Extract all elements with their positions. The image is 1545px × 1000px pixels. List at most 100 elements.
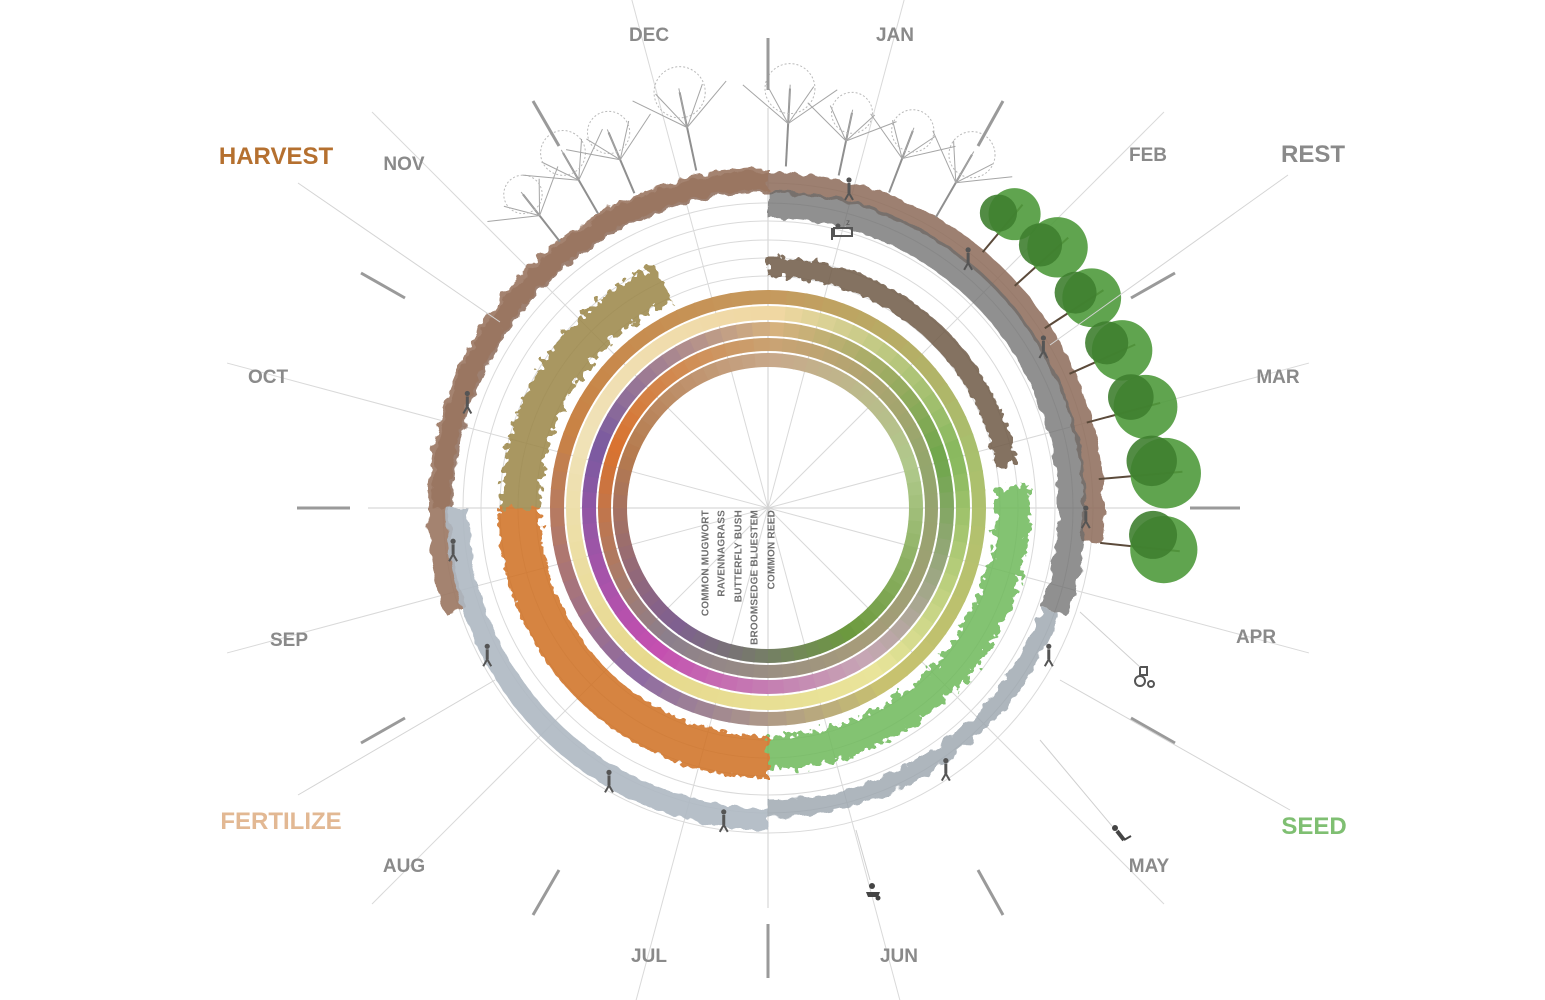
species-ring-segment: [906, 520, 923, 537]
month-label-apr: APR: [1236, 627, 1276, 648]
worker-figure-icon: [448, 538, 458, 562]
species-ring-segment: [550, 505, 565, 527]
species-ring-segment: [935, 382, 958, 408]
species-ring-segment: [807, 655, 827, 673]
month-label-jan: JAN: [876, 25, 914, 46]
species-ring-segment: [717, 673, 739, 692]
species-ring-segment: [919, 535, 936, 554]
guide-line: [767, 507, 901, 1000]
species-ring-segment: [816, 312, 840, 333]
species-ring-segment: [584, 585, 606, 609]
species-ring-segment: [617, 543, 636, 562]
species-ring-segment: [603, 547, 621, 567]
species-ring-segment: [939, 491, 954, 510]
month-label-dec: DEC: [629, 25, 669, 46]
species-ring-segment: [810, 669, 832, 689]
rock-ring: [768, 190, 1086, 818]
phase-label-harvest: HARVEST: [219, 143, 334, 170]
species-ring-segment: [793, 659, 812, 676]
species-ring-segment: [768, 353, 784, 368]
species-ring-segment: [566, 522, 583, 544]
species-ring-segment: [768, 322, 787, 337]
species-ring-segment: [852, 684, 877, 707]
species-ring-common-reed: [613, 353, 923, 663]
season-tick: [360, 716, 406, 745]
species-ring-segment: [784, 306, 806, 324]
species-ring-segment: [751, 322, 770, 337]
species-ring-segment: [781, 677, 801, 694]
worker-figure-icon: [940, 758, 951, 782]
guide-line: [371, 111, 769, 509]
leafy-tree-icon: [1014, 217, 1088, 287]
species-ring-segment: [835, 692, 861, 714]
species-ring-segment: [919, 464, 936, 483]
species-ring-segment: [613, 506, 628, 522]
species-ring-segment: [952, 524, 970, 546]
species-ring-segment: [944, 438, 964, 462]
species-label-common-mugwort: COMMON MUGWORT: [700, 510, 711, 616]
bare-tree-icon: [522, 128, 603, 215]
species-ring-segment: [933, 537, 952, 559]
species-ring-segment: [949, 540, 967, 563]
species-ring-segment: [754, 353, 770, 368]
bed-icon: z: [831, 218, 853, 240]
species-ring-segment: [696, 683, 720, 704]
species-ring-segment: [943, 556, 964, 580]
month-label-nov: NOV: [383, 154, 425, 175]
species-ring-segment: [904, 467, 921, 485]
phase-labels: REST SEED FERTILIZE HARVEST: [219, 141, 1347, 840]
species-ring-segment: [736, 662, 755, 678]
svg-text:z: z: [846, 218, 850, 227]
month-label-mar: MAR: [1256, 367, 1300, 388]
species-ring-segment: [830, 678, 854, 699]
tree-row: [487, 63, 1201, 584]
worker-figure-icon: [482, 643, 493, 667]
grass-ring: [498, 256, 1030, 778]
guide-line: [631, 0, 769, 509]
species-ring-segment: [937, 522, 954, 543]
species-ring-segment: [556, 558, 577, 583]
season-tick: [531, 869, 561, 916]
species-ring-segment: [908, 508, 923, 524]
species-ring-segment: [613, 479, 630, 496]
leafy-tree-icon: [1098, 435, 1201, 509]
species-ring-segment: [582, 521, 599, 541]
species-ring-segment: [732, 306, 754, 323]
guide-line: [767, 0, 905, 509]
species-ring-segment: [765, 711, 787, 726]
species-ring-segment: [938, 422, 959, 446]
species-ring-segment: [722, 659, 741, 676]
worker-figures: [448, 177, 1091, 833]
species-ring-segment: [682, 317, 706, 338]
species-ring-segment: [598, 506, 612, 523]
species-ring-segment: [582, 506, 597, 525]
species-ring-segment: [958, 560, 979, 585]
species-ring-segment: [798, 689, 821, 708]
species-ring-segment: [803, 293, 827, 312]
species-ring-segment: [949, 455, 968, 478]
species-ring-segment: [572, 554, 592, 578]
bare-tree-icon: [807, 91, 897, 176]
species-ring-segment: [550, 467, 568, 491]
species-ring-segment: [702, 669, 724, 688]
species-ring-segment: [709, 343, 729, 361]
rock-band: [768, 190, 1086, 617]
species-ring-segment: [922, 521, 938, 540]
species-ring-segment: [600, 533, 617, 552]
species-ring-segment: [924, 493, 938, 510]
species-ring-segment: [735, 322, 755, 339]
species-ring-segment: [929, 444, 949, 466]
species-ring-segment: [566, 488, 581, 508]
species-ring-segment: [952, 415, 974, 441]
frost-band: [446, 508, 768, 830]
species-ring-segment: [603, 448, 622, 468]
species-ring-segment: [600, 462, 617, 481]
orange-grass-band: [498, 508, 768, 778]
leafy-tree-icon: [1044, 268, 1122, 330]
species-ring-segment: [922, 478, 938, 496]
species-ring-segment: [908, 494, 923, 510]
species-ring-segment: [934, 459, 952, 480]
species-ring-segment: [750, 306, 771, 321]
species-ring-segment: [582, 473, 599, 494]
species-ring-segment: [782, 693, 804, 710]
